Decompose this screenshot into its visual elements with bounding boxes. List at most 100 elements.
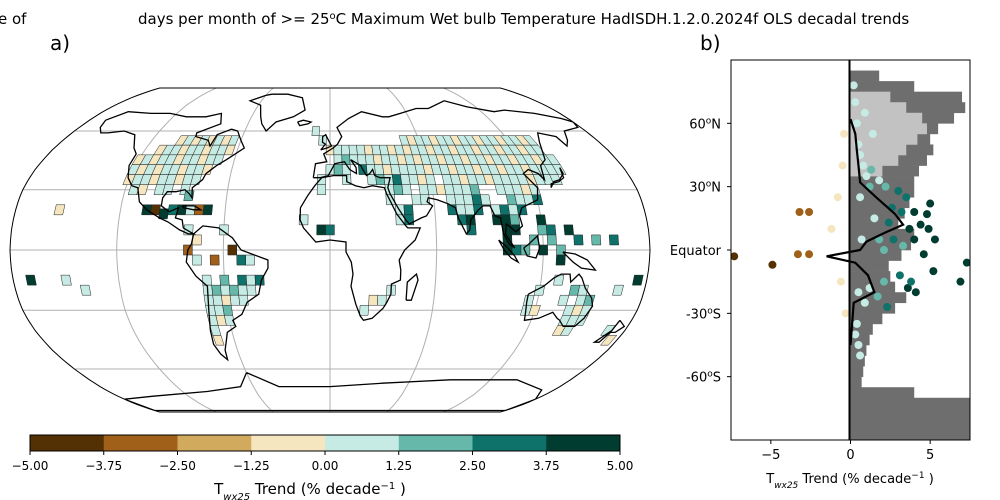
colorbar-tick-label: −2.50 [159, 459, 196, 473]
trend-cell [202, 204, 213, 216]
trend-cell [246, 284, 257, 296]
trend-point [852, 319, 861, 328]
graticule-meridian [116, 88, 217, 412]
trend-cell [365, 154, 375, 165]
colorbar-tick-label: 5.00 [607, 459, 634, 473]
trend-point [930, 235, 939, 244]
map-panel [9, 87, 651, 413]
land-fraction-bar [850, 207, 905, 219]
coastline [312, 100, 579, 249]
zonal-mean-line [826, 118, 905, 346]
trend-cell [316, 224, 326, 236]
trend-cell [509, 214, 520, 226]
trend-cell [557, 294, 570, 306]
panel-a-label: a) [50, 31, 70, 55]
trend-point [881, 182, 890, 191]
trend-point [805, 208, 814, 216]
trend-cell [209, 254, 220, 266]
trend-point [793, 250, 802, 259]
trend-point [884, 218, 893, 227]
colorbar-segment [325, 435, 400, 451]
trend-point [926, 199, 935, 208]
land-fraction-bar [850, 70, 880, 82]
trend-cell [480, 194, 492, 206]
trend-cell [559, 325, 575, 336]
trend-cell [316, 184, 327, 196]
trend-point [879, 246, 888, 254]
trend-point [838, 161, 847, 170]
trend-cell [245, 274, 256, 286]
trend-point [841, 309, 850, 318]
colorbar-segment [251, 435, 326, 451]
trend-cell [573, 234, 584, 246]
trend-cell [401, 184, 412, 196]
land-fraction-bar-light [850, 91, 891, 103]
land-fraction-bar-light [850, 133, 918, 145]
trend-cell [25, 274, 37, 286]
trend-point [731, 252, 739, 261]
trend-cell [237, 274, 247, 286]
panel-b-label: b) [700, 31, 721, 55]
trend-cell [333, 164, 343, 175]
land-fraction-bars [850, 70, 970, 440]
trend-point [860, 298, 869, 307]
coastline [405, 272, 419, 301]
colorbar-segment [398, 435, 473, 451]
land-fraction-bar-light [850, 112, 923, 124]
graticule-meridian [222, 88, 274, 412]
coastline [523, 273, 594, 328]
trend-cell [201, 274, 212, 286]
colorbar-tick-label: 2.50 [459, 459, 486, 473]
trend-cell [356, 144, 366, 156]
trend-point [929, 267, 938, 276]
trend-point [805, 250, 814, 259]
trend-cell [220, 284, 231, 296]
land-fraction-bar [850, 387, 915, 399]
trend-cell [212, 335, 225, 346]
trend-point [962, 258, 970, 267]
trend-point [857, 235, 866, 244]
trend-cell [466, 224, 477, 236]
graticule-meridian [386, 88, 438, 412]
trend-cell [538, 244, 548, 256]
trend-point [867, 165, 876, 174]
trend-cell [228, 284, 240, 296]
trend-cell [311, 126, 320, 136]
trend-cell [238, 294, 249, 306]
trend-cell [325, 224, 335, 236]
trend-cell [237, 284, 248, 296]
trend-point [856, 193, 865, 202]
trend-cell [555, 254, 566, 266]
trend-cell [456, 214, 468, 226]
land-fraction-bar-light [850, 165, 883, 177]
coastline [181, 205, 204, 211]
trend-cell [424, 174, 437, 185]
trend-point [916, 220, 925, 229]
coastline [550, 167, 565, 188]
trend-cell [563, 224, 574, 236]
trend-point [956, 277, 965, 286]
land-fraction-bar [850, 313, 883, 325]
trend-cell [608, 234, 619, 246]
trend-cell [227, 244, 237, 256]
land-fraction-bar [850, 366, 864, 377]
land-fraction-bar [850, 186, 915, 198]
colorbar-segment [30, 435, 105, 451]
colorbar-tick-label: −5.00 [12, 459, 49, 473]
trend-cell [223, 144, 236, 156]
trend-cell [368, 294, 379, 306]
trend-point [902, 193, 911, 202]
zonal-axes: −5 0 5 60oN 30oN Equator -30oS -60oS [670, 116, 934, 463]
trend-cell [599, 335, 618, 346]
trend-point [859, 161, 868, 170]
land-fraction-bar [850, 418, 970, 440]
trend-point [851, 98, 860, 107]
trend-point [870, 214, 879, 223]
land-fraction-bar [850, 91, 963, 103]
map-outline [9, 87, 651, 413]
land-fraction-bar [850, 408, 970, 420]
land-fraction-bar-light [850, 155, 899, 166]
trend-cell [403, 204, 414, 216]
trend-point [910, 208, 919, 216]
trend-cell [549, 174, 563, 185]
